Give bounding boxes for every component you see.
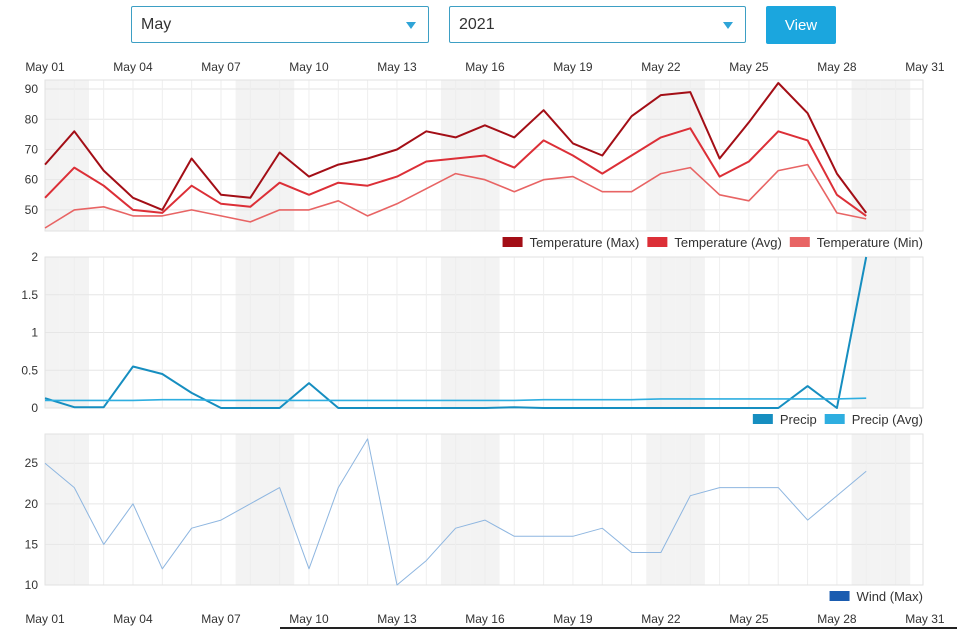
legend-swatch [647, 237, 668, 247]
x-tick-label-bottom: May 07 [201, 612, 241, 626]
x-tick-label-top: May 01 [25, 60, 65, 74]
year-select[interactable]: 2021 [449, 6, 746, 43]
x-tick-label-top: May 31 [905, 60, 945, 74]
y-tick-label: 0 [31, 401, 38, 415]
y-tick-label: 60 [25, 173, 39, 187]
x-tick-label-bottom: May 25 [729, 612, 769, 626]
x-tick-label-bottom: May 13 [377, 612, 417, 626]
chevron-down-icon [723, 22, 733, 29]
legend-label: Precip [780, 412, 817, 427]
series-line-temperature-avg- [44, 127, 867, 217]
legend-label: Wind (Max) [857, 589, 923, 604]
divider [280, 627, 957, 629]
series-line-temperature-max- [44, 82, 868, 214]
y-tick-label: 90 [25, 82, 39, 96]
y-tick-label: 15 [25, 537, 39, 551]
x-tick-label-top: May 10 [289, 60, 329, 74]
legend-label: Precip (Avg) [852, 412, 923, 427]
series-line-temperature-min- [44, 163, 867, 229]
view-button[interactable]: View [766, 6, 836, 44]
x-tick-label-top: May 04 [113, 60, 153, 74]
legend-swatch [824, 414, 845, 424]
x-tick-label-top: May 07 [201, 60, 241, 74]
legend-swatch [502, 237, 523, 247]
chevron-down-icon [406, 22, 416, 29]
y-tick-label: 20 [25, 497, 39, 511]
y-tick-label: 0.5 [21, 363, 38, 377]
plot-border [44, 79, 924, 232]
x-tick-label-bottom: May 22 [641, 612, 681, 626]
y-tick-label: 10 [25, 578, 39, 592]
series-line-precip [44, 256, 868, 409]
plot-border [44, 433, 924, 586]
y-tick-label: 50 [25, 203, 39, 217]
x-tick-label-top: May 25 [729, 60, 769, 74]
x-tick-label-bottom: May 19 [553, 612, 593, 626]
year-select-value: 2021 [459, 16, 495, 33]
x-tick-label-top: May 19 [553, 60, 593, 74]
legend-label: Temperature (Max) [530, 235, 640, 250]
series-line-precip-avg- [45, 397, 867, 402]
y-tick-label: 1 [31, 326, 38, 340]
x-tick-label-bottom: May 10 [289, 612, 329, 626]
y-tick-label: 80 [25, 112, 39, 126]
y-tick-label: 2 [31, 250, 38, 264]
x-tick-label-top: May 13 [377, 60, 417, 74]
x-tick-label-top: May 22 [641, 60, 681, 74]
x-tick-label-bottom: May 01 [25, 612, 65, 626]
legend-swatch [789, 237, 810, 247]
month-select[interactable]: May [131, 6, 429, 43]
legend-label: Temperature (Avg) [674, 235, 781, 250]
x-tick-label-bottom: May 31 [905, 612, 945, 626]
legend-swatch [752, 414, 773, 424]
x-tick-label-bottom: May 04 [113, 612, 153, 626]
weekend-band [45, 434, 60, 585]
legend-swatch [829, 591, 850, 601]
month-select-value: May [141, 16, 172, 33]
series-line-wind-max- [44, 438, 867, 586]
y-tick-label: 25 [25, 456, 39, 470]
x-tick-label-top: May 16 [465, 60, 505, 74]
y-tick-label: 70 [25, 142, 39, 156]
x-tick-label-bottom: May 16 [465, 612, 505, 626]
x-tick-label-bottom: May 28 [817, 612, 857, 626]
legend-label: Temperature (Min) [817, 235, 923, 250]
x-tick-label-top: May 28 [817, 60, 857, 74]
y-tick-label: 1.5 [21, 288, 38, 302]
